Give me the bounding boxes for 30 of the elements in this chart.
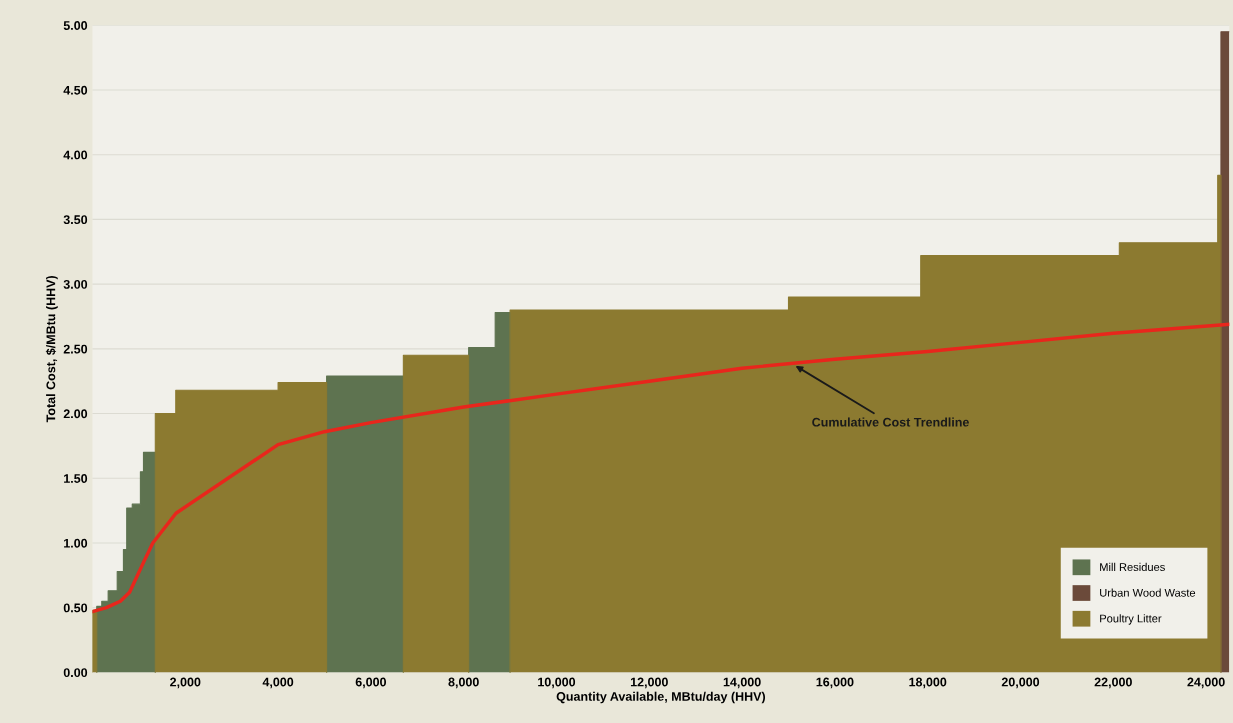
y-tick-label: 3.00: [63, 279, 88, 289]
y-tick-label: 1.50: [64, 474, 88, 483]
y-tick-label: 1.00: [64, 538, 88, 548]
x-tick-label: 4,000: [262, 677, 294, 689]
x-tick-label: 10,000: [538, 677, 576, 689]
y-tick-label: 0.50: [63, 603, 88, 613]
y-tick-label: 4.00: [63, 150, 88, 160]
y-tick-label: 4.50: [63, 85, 88, 95]
x-tick-label: 2,000: [170, 677, 201, 689]
legend-label: Mill Residues: [1100, 562, 1165, 571]
x-tick-label: 6,000: [355, 677, 387, 689]
y-tick-label: 2.00: [63, 409, 88, 419]
x-tick-label: 18,000: [909, 677, 947, 689]
x-axis-title: Quantity Available, MBtu/day (HHV): [556, 691, 766, 704]
y-tick-label: 3.50: [63, 215, 88, 225]
x-tick-label: 8,000: [448, 677, 479, 689]
x-tick-label: 24,000: [1187, 677, 1225, 689]
y-axis-title: Total Cost, $/MBtu (HHV): [45, 275, 58, 423]
legend-label: Urban Wood Waste: [1100, 588, 1196, 597]
x-tick-label: 22,000: [1094, 677, 1132, 689]
y-tick-label: 2.50: [63, 344, 88, 354]
y-tick-label: 5.00: [63, 21, 88, 30]
y-tick-label: 0.00: [63, 668, 88, 678]
x-tick-label: 20,000: [1001, 677, 1040, 689]
x-tick-label: 12,000: [630, 677, 668, 689]
line-series: [92, 322, 1230, 614]
x-tick-label: 14,000: [723, 677, 761, 689]
x-tick-label: 16,000: [816, 677, 854, 689]
annotation: Cumulative Cost Trendline: [812, 417, 969, 427]
legend-label: Poultry Litter: [1100, 614, 1162, 625]
